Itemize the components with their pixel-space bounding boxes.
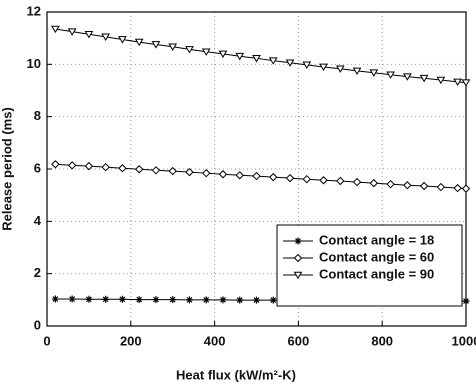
x-axis-label: Heat flux (kW/m²-K) [176,367,296,382]
marker [352,177,362,187]
marker [169,296,177,304]
marker [335,65,345,73]
legend: Contact angle = 18 Contact angle = 60 Cont… [276,224,463,307]
marker [461,184,471,193]
marker [302,174,311,184]
series-line [55,28,467,84]
marker [118,295,126,303]
marker [419,74,429,83]
marker [319,176,328,185]
marker [168,43,178,51]
legend-label: Contact angle = 18 [319,232,434,247]
marker [236,296,244,304]
marker [185,46,194,54]
marker [85,295,93,303]
marker [235,52,245,61]
marker [202,296,210,304]
marker [101,162,110,172]
marker [151,41,161,49]
x-tick-label: 600 [288,333,310,348]
marker [134,165,144,174]
y-tick-label: 8 [34,108,41,123]
marker [51,25,60,34]
marker [84,161,94,171]
marker [419,181,429,191]
legend-label: Contact angle = 60 [319,249,434,264]
plot-frame [46,11,467,327]
marker [403,181,412,190]
marker [202,168,211,178]
marker [118,36,127,44]
y-tick-label: 6 [34,160,41,175]
marker [51,160,60,169]
marker [461,79,471,87]
marker [352,67,362,76]
marker [462,297,470,305]
marker [369,178,379,188]
marker [269,296,277,304]
marker [453,183,462,193]
marker [285,59,295,67]
x-tick-label: 800 [371,333,393,348]
marker [402,73,412,81]
marker [253,296,260,304]
marker [219,296,227,304]
marker [134,38,144,47]
y-tick-label: 2 [34,265,41,280]
marker [201,48,211,56]
marker [218,170,228,179]
y-tick-label: 4 [34,213,42,228]
y-tick-label: 0 [34,317,41,332]
marker [252,55,261,63]
y-tick-label: 12 [27,3,41,18]
marker [68,295,76,303]
marker [285,173,295,183]
marker [67,161,77,170]
marker [386,71,395,79]
marker [319,63,328,72]
marker [436,76,446,85]
marker [101,33,111,41]
marker [185,296,193,304]
marker [436,182,446,192]
marker [453,78,462,87]
legend-label: Contact angle = 90 [319,266,434,281]
marker [185,167,194,177]
marker [135,296,143,304]
marker [151,166,161,175]
marker [84,30,94,39]
marker [168,166,177,176]
legend-marker [293,253,303,263]
x-tick-label: 400 [204,333,226,348]
marker [302,61,312,69]
y-axis-label: Release period (ms) [0,107,14,231]
marker [218,50,228,59]
marker [235,171,244,180]
marker [252,171,261,181]
legend-marker [293,271,303,280]
marker [369,69,379,77]
y-tick-label: 10 [27,56,41,71]
x-tick-label: 200 [120,333,142,348]
legend-box [276,224,463,307]
marker [102,295,110,303]
marker [269,172,278,182]
x-tick-label: 0 [43,333,50,348]
marker [268,57,278,65]
marker [51,295,59,303]
marker [336,176,345,186]
legend-marker [294,237,302,245]
marker [386,179,395,189]
marker [67,28,77,36]
marker [118,164,127,173]
marker [152,296,160,304]
